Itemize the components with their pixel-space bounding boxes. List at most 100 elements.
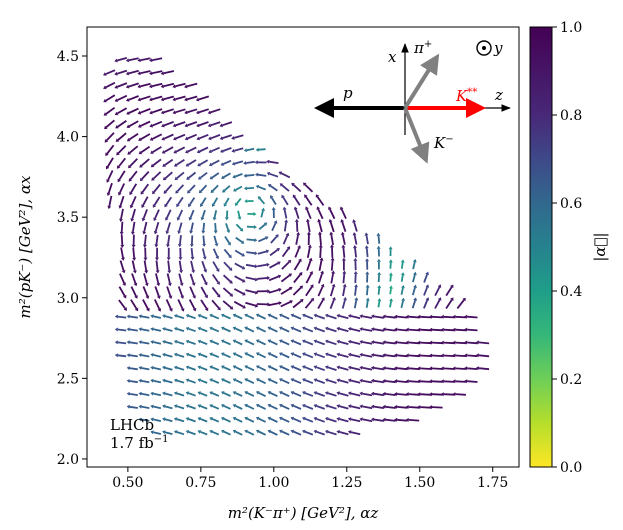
field-arrow — [405, 366, 420, 371]
field-arrow — [302, 403, 314, 410]
field-arrow — [452, 327, 466, 332]
field-arrow — [232, 378, 243, 385]
field-arrow — [336, 404, 349, 410]
field-arrow — [328, 206, 336, 220]
field-arrow — [173, 378, 185, 384]
field-arrow — [126, 120, 139, 128]
field-arrow — [185, 146, 197, 154]
field-arrow — [173, 314, 185, 320]
field-arrow — [280, 273, 292, 283]
field-arrow — [302, 391, 314, 397]
field-arrow — [125, 69, 139, 76]
field-arrow — [267, 184, 278, 192]
field-arrow — [162, 391, 173, 397]
field-arrow — [359, 365, 373, 371]
field-arrow — [255, 429, 266, 436]
field-arrow — [429, 392, 443, 397]
field-arrow — [173, 339, 185, 345]
field-arrow — [405, 405, 420, 409]
field-arrow — [221, 326, 231, 333]
field-arrow — [162, 430, 173, 435]
field-arrow — [172, 82, 186, 89]
field-arrow — [260, 207, 265, 218]
field-arrow — [126, 340, 138, 345]
field-arrow — [137, 95, 151, 102]
field-arrow — [246, 238, 258, 243]
field-arrow — [219, 134, 232, 140]
field-arrow — [364, 232, 369, 245]
field-arrow — [165, 209, 172, 221]
field-arrow — [161, 146, 174, 154]
field-arrow — [197, 417, 208, 423]
field-arrow — [126, 353, 138, 358]
field-arrow — [208, 146, 220, 154]
p-label: p — [343, 84, 353, 102]
field-arrow — [245, 289, 259, 295]
field-arrow — [405, 314, 420, 319]
field-arrow — [302, 429, 314, 436]
field-arrow — [209, 326, 220, 333]
field-arrow — [464, 340, 478, 345]
field-arrow — [196, 133, 209, 141]
field-arrow — [417, 405, 431, 410]
field-arrow — [394, 392, 408, 396]
field-arrow — [325, 404, 337, 410]
field-arrow — [279, 326, 290, 333]
field-arrow — [302, 378, 314, 385]
field-arrow — [184, 108, 198, 115]
field-arrow — [209, 352, 220, 359]
field-arrow — [382, 391, 396, 396]
field-arrow — [329, 297, 336, 310]
field-arrow — [160, 70, 175, 76]
field-arrow — [173, 391, 185, 397]
field-arrow — [114, 94, 128, 102]
field-arrow — [172, 121, 186, 128]
field-arrow — [138, 327, 150, 332]
field-arrow — [232, 313, 243, 320]
field-arrow — [268, 274, 282, 282]
field-arrow — [456, 297, 466, 309]
field-arrow — [162, 171, 173, 181]
field-arrow — [318, 257, 324, 271]
field-arrow — [233, 288, 246, 296]
field-arrow — [302, 352, 314, 359]
field-arrow — [377, 298, 382, 308]
field-arrow — [162, 158, 174, 167]
field-arrow — [283, 219, 289, 232]
field-arrow — [290, 391, 302, 397]
field-arrow — [197, 159, 209, 167]
field-arrow — [114, 314, 127, 319]
field-arrow — [382, 327, 396, 332]
field-arrow — [126, 379, 138, 384]
field-arrow — [160, 95, 175, 102]
field-arrow — [290, 429, 302, 436]
field-arrow — [254, 160, 267, 165]
field-arrow — [306, 244, 312, 258]
field-arrow — [255, 339, 266, 346]
field-arrow — [258, 222, 268, 230]
field-arrow — [126, 95, 139, 102]
field-arrow — [131, 234, 136, 248]
field-arrow — [246, 225, 257, 229]
field-arrow — [141, 196, 149, 208]
field-arrow — [255, 313, 266, 320]
field-arrow — [209, 313, 220, 320]
field-arrow — [162, 314, 173, 319]
field-arrow — [294, 218, 299, 232]
field-arrow — [210, 184, 219, 194]
field-arrow — [116, 145, 127, 156]
field-arrow — [353, 245, 357, 258]
field-arrow — [269, 248, 280, 257]
field-arrow — [208, 134, 221, 141]
field-arrow — [138, 340, 150, 345]
field-arrow — [213, 235, 219, 247]
field-arrow — [104, 119, 115, 130]
field-arrow — [244, 416, 255, 423]
field-arrow — [201, 222, 206, 234]
field-arrow — [279, 429, 290, 436]
field-arrow — [412, 259, 417, 270]
field-arrow — [388, 259, 393, 269]
field-arrow — [400, 297, 405, 309]
field-arrow — [302, 416, 314, 423]
field-arrow — [417, 340, 431, 345]
